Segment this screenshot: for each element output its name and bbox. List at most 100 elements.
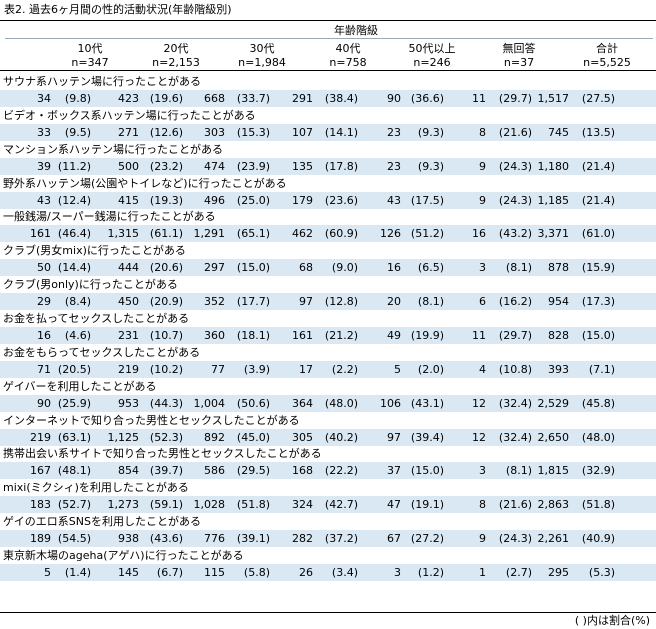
- count-cell: 954: [548, 295, 569, 308]
- row-label: サウナ系ハッテン場に行ったことがある: [3, 75, 201, 88]
- row-values: 16 (4.6) 231 (10.7) 360 (18.1) 161 (21.2) 49 (19.…: [0, 327, 656, 344]
- percent-cell: (39.1): [236, 532, 270, 545]
- percent-cell: (6.5): [417, 261, 444, 274]
- percent-cell: (6.7): [156, 566, 183, 579]
- count-cell: 1,273: [107, 498, 140, 511]
- percent-cell: (40.9): [581, 532, 615, 545]
- count-cell: 33: [37, 126, 51, 139]
- count-cell: 5: [44, 566, 51, 579]
- row-values: 167 (48.1) 854 (39.7) 586 (29.5) 168 (22.2) 37 (1…: [0, 462, 656, 479]
- count-cell: 303: [204, 126, 225, 139]
- percent-cell: (33.7): [236, 92, 270, 105]
- percent-cell: (51.8): [236, 498, 270, 511]
- count-cell: 231: [118, 329, 139, 342]
- table-row: ゲイバーを利用したことがある 90 (25.9) 953 (44.3) 1,004 (50.…: [0, 378, 656, 412]
- count-cell: 364: [292, 397, 313, 410]
- count-cell: 3: [394, 566, 401, 579]
- percent-cell: (15.0): [236, 261, 270, 274]
- count-cell: 20: [387, 295, 401, 308]
- row-values: 183 (52.7) 1,273 (59.1) 1,028 (51.8) 324 (42.7)…: [0, 496, 656, 513]
- count-cell: 5: [394, 363, 401, 376]
- percent-cell: (42.7): [324, 498, 358, 511]
- column-n: n=246: [413, 56, 451, 69]
- percent-cell: (17.7): [236, 295, 270, 308]
- table-row: お金をもらってセックスしたことがある 71 (20.5) 219 (10.2) 77 (3.…: [0, 344, 656, 378]
- count-cell: 444: [118, 261, 139, 274]
- row-values: 33 (9.5) 271 (12.6) 303 (15.3) 107 (14.1) 23 (9.3…: [0, 124, 656, 141]
- percent-cell: (2.2): [331, 363, 358, 376]
- percent-cell: (21.4): [581, 160, 615, 173]
- count-cell: 282: [292, 532, 313, 545]
- count-cell: 668: [204, 92, 225, 105]
- column-n: n=1,984: [238, 56, 286, 69]
- count-cell: 1,185: [537, 194, 570, 207]
- count-cell: 12: [472, 397, 486, 410]
- count-cell: 43: [387, 194, 401, 207]
- count-cell: 1,125: [107, 431, 140, 444]
- percent-cell: (10.8): [498, 363, 532, 376]
- count-cell: 297: [204, 261, 225, 274]
- percent-cell: (15.9): [581, 261, 615, 274]
- row-values: 71 (20.5) 219 (10.2) 77 (3.9) 17 (2.2) 5 (2.0) 4 (1…: [0, 361, 656, 378]
- percent-cell: (51.2): [410, 227, 444, 240]
- percent-cell: (59.1): [149, 498, 183, 511]
- count-cell: 9: [479, 194, 486, 207]
- percent-cell: (9.8): [64, 92, 91, 105]
- percent-cell: (24.3): [498, 160, 532, 173]
- percent-cell: (24.3): [498, 194, 532, 207]
- column-n: n=347: [71, 56, 109, 69]
- row-values: 5 (1.4) 145 (6.7) 115 (5.8) 26 (3.4) 3 (1.2) 1 (2.7…: [0, 564, 656, 581]
- table-row: ゲイのエロ系SNSを利用したことがある 189 (54.5) 938 (43.6) 776…: [0, 513, 656, 547]
- count-cell: 295: [548, 566, 569, 579]
- percent-cell: (17.3): [581, 295, 615, 308]
- percent-cell: (39.7): [149, 464, 183, 477]
- percent-cell: (24.3): [498, 532, 532, 545]
- count-cell: 26: [299, 566, 313, 579]
- count-cell: 68: [299, 261, 313, 274]
- percent-cell: (12.4): [57, 194, 91, 207]
- count-cell: 39: [37, 160, 51, 173]
- count-cell: 745: [548, 126, 569, 139]
- count-cell: 352: [204, 295, 225, 308]
- percent-cell: (21.2): [324, 329, 358, 342]
- count-cell: 219: [118, 363, 139, 376]
- count-cell: 1,004: [193, 397, 226, 410]
- table-row: ビデオ・ボックス系ハッテン場に行ったことがある 33 (9.5) 271 (12.6) 3…: [0, 107, 656, 141]
- count-cell: 1,815: [537, 464, 570, 477]
- percent-cell: (17.8): [324, 160, 358, 173]
- count-cell: 776: [204, 532, 225, 545]
- row-label: 東京新木場のageha(アゲハ)に行ったことがある: [3, 549, 244, 562]
- count-cell: 2,529: [537, 397, 570, 410]
- count-cell: 219: [30, 431, 51, 444]
- count-cell: 183: [30, 498, 51, 511]
- percent-cell: (15.3): [236, 126, 270, 139]
- count-cell: 892: [204, 431, 225, 444]
- percent-cell: (50.6): [236, 397, 270, 410]
- count-cell: 29: [37, 295, 51, 308]
- count-cell: 393: [548, 363, 569, 376]
- percent-cell: (23.9): [236, 160, 270, 173]
- percent-cell: (43.2): [498, 227, 532, 240]
- percent-cell: (13.5): [581, 126, 615, 139]
- percent-cell: (23.6): [324, 194, 358, 207]
- count-cell: 2,650: [537, 431, 570, 444]
- percent-cell: (21.4): [581, 194, 615, 207]
- row-values: 90 (25.9) 953 (44.3) 1,004 (50.6) 364 (48.0) 106…: [0, 395, 656, 412]
- percent-cell: (18.1): [236, 329, 270, 342]
- age-group-caption: 年齢階級: [334, 24, 378, 37]
- count-cell: 135: [292, 160, 313, 173]
- row-values: 43 (12.4) 415 (19.3) 496 (25.0) 179 (23.6) 43 (17…: [0, 192, 656, 209]
- count-cell: 16: [37, 329, 51, 342]
- count-cell: 11: [472, 329, 486, 342]
- count-cell: 97: [299, 295, 313, 308]
- percent-cell: (65.1): [236, 227, 270, 240]
- percent-cell: (20.5): [57, 363, 91, 376]
- top-rule: [0, 20, 656, 21]
- table-title: 表2. 過去6ヶ月間の性的活動状況(年齢階級別): [4, 3, 232, 16]
- count-cell: 12: [472, 431, 486, 444]
- count-cell: 2,863: [537, 498, 570, 511]
- count-cell: 161: [30, 227, 51, 240]
- percent-cell: (12.6): [149, 126, 183, 139]
- percent-cell: (17.5): [410, 194, 444, 207]
- percent-cell: (43.6): [149, 532, 183, 545]
